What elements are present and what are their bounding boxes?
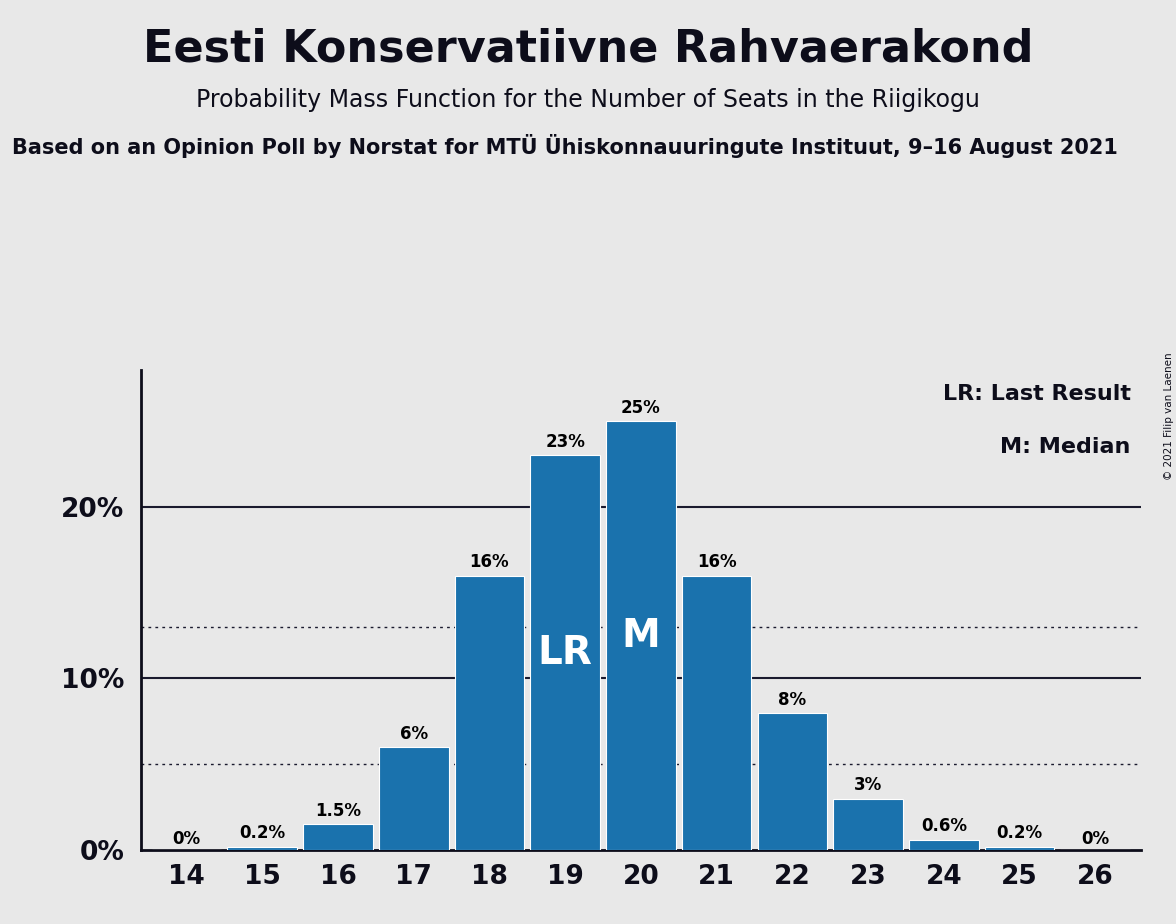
Text: 0.6%: 0.6% (921, 818, 967, 835)
Bar (757, 712, 827, 850)
Text: 16%: 16% (697, 553, 736, 571)
Bar (606, 421, 676, 850)
Text: © 2021 Filip van Laenen: © 2021 Filip van Laenen (1163, 352, 1174, 480)
Text: Based on an Opinion Poll by Norstat for MTÜ Ühiskonnauuringute Instituut, 9–16 A: Based on an Opinion Poll by Norstat for … (12, 134, 1117, 158)
Text: 0%: 0% (173, 830, 201, 847)
Text: 25%: 25% (621, 399, 661, 417)
Text: 0.2%: 0.2% (239, 824, 286, 843)
Text: 16%: 16% (469, 553, 509, 571)
Bar (379, 748, 448, 850)
Bar (530, 456, 600, 850)
Text: Probability Mass Function for the Number of Seats in the Riigikogu: Probability Mass Function for the Number… (196, 88, 980, 112)
Text: 8%: 8% (779, 690, 807, 709)
Text: 3%: 3% (854, 776, 882, 795)
Text: 1.5%: 1.5% (315, 802, 361, 821)
Text: Eesti Konservatiivne Rahvaerakond: Eesti Konservatiivne Rahvaerakond (142, 28, 1034, 71)
Bar (909, 840, 978, 850)
Bar (455, 576, 524, 850)
Text: 0%: 0% (1081, 830, 1109, 847)
Bar (227, 846, 298, 850)
Text: LR: Last Result: LR: Last Result (943, 384, 1131, 404)
Bar (303, 824, 373, 850)
Text: M: Median: M: Median (1001, 437, 1131, 456)
Text: 6%: 6% (400, 724, 428, 743)
Text: LR: LR (537, 634, 593, 672)
Bar (834, 798, 903, 850)
Text: 0.2%: 0.2% (996, 824, 1043, 843)
Text: M: M (622, 616, 660, 654)
Bar (682, 576, 751, 850)
Bar (984, 846, 1055, 850)
Text: 23%: 23% (546, 433, 586, 451)
